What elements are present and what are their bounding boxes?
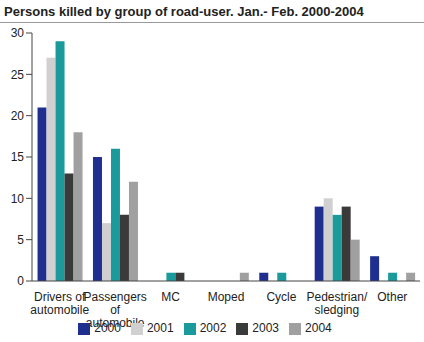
svg-text:Cycle: Cycle — [266, 290, 296, 304]
svg-text:of: of — [110, 303, 121, 317]
svg-text:25: 25 — [11, 68, 25, 82]
svg-text:automobile: automobile — [86, 316, 145, 330]
svg-text:sledging: sledging — [315, 303, 360, 317]
svg-text:0: 0 — [17, 274, 24, 288]
svg-text:MC: MC — [161, 290, 180, 304]
svg-text:Pedestrian/: Pedestrian/ — [307, 290, 368, 304]
svg-text:15: 15 — [11, 150, 25, 164]
svg-text:10: 10 — [11, 192, 25, 206]
svg-text:Drivers of: Drivers of — [34, 290, 86, 304]
svg-text:Moped: Moped — [208, 290, 245, 304]
svg-text:30: 30 — [11, 26, 25, 40]
svg-text:5: 5 — [17, 233, 24, 247]
svg-text:20: 20 — [11, 109, 25, 123]
svg-text:Other: Other — [377, 290, 407, 304]
svg-text:Passengers: Passengers — [83, 290, 146, 304]
svg-text:automobile: automobile — [30, 303, 89, 317]
